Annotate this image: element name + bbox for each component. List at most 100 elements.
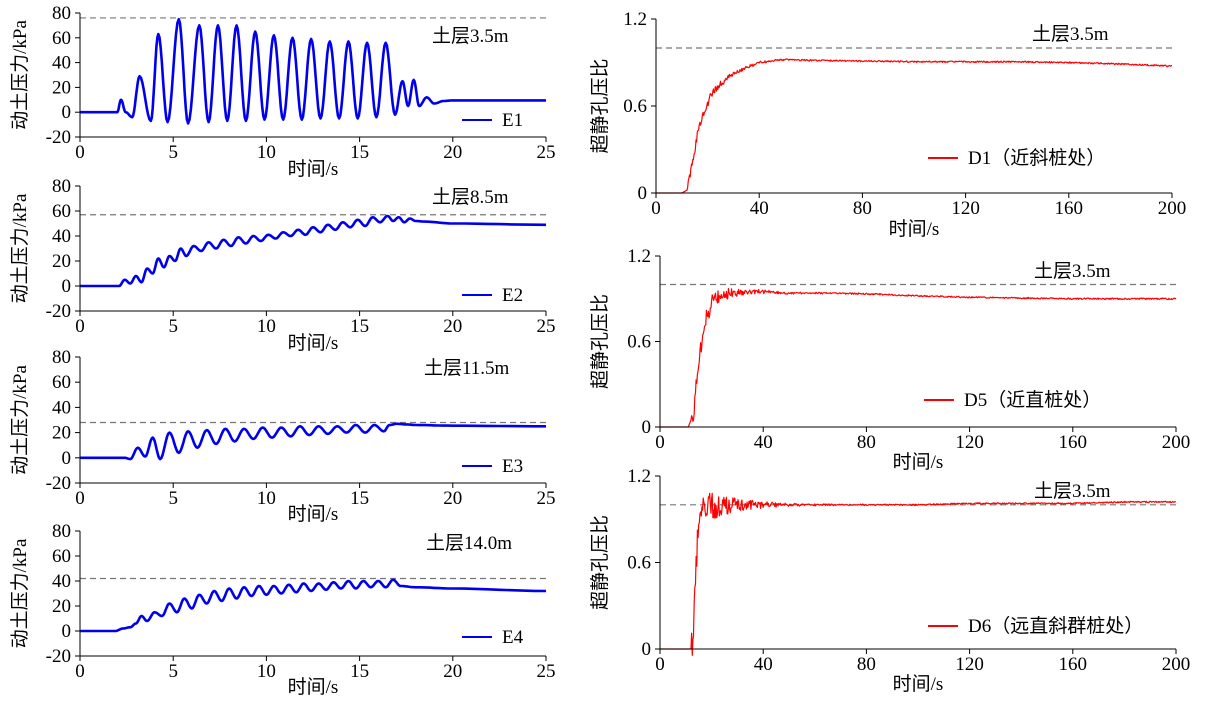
d5-y-tick-label: 0	[642, 417, 652, 438]
d1-layer-annotation: 土层3.5m	[1032, 23, 1109, 45]
e1-x-tick-label: 0	[75, 142, 85, 163]
d6-x-tick-label: 160	[1059, 654, 1088, 675]
e2-x-tick-label: 25	[537, 316, 556, 337]
e4-y-tick-label: 0	[62, 621, 72, 642]
d5-y-tick-label: 0.6	[627, 332, 651, 353]
e2-x-tick-label: 15	[350, 316, 369, 337]
d6-series-line	[660, 492, 1177, 656]
e1-x-tick-label: 25	[537, 142, 556, 163]
d1-x-tick-label: 80	[853, 198, 872, 219]
e4-y-tick-label: 40	[52, 571, 71, 592]
d1-y-tick-label: 0	[638, 183, 648, 204]
d1-x-tick-label: 0	[651, 198, 661, 219]
e4-x-tick-label: 5	[168, 661, 178, 682]
e4-y-tick-label: -20	[46, 646, 71, 667]
e4-x-tick-label: 10	[257, 661, 276, 682]
d5-layer-annotation: 土层3.5m	[1034, 260, 1111, 282]
e2-x-tick-label: 5	[168, 316, 178, 337]
e4-y-tick-label: 80	[52, 521, 71, 542]
e1-y-tick-label: 80	[52, 3, 71, 24]
e3-y-tick-label: 20	[52, 423, 71, 444]
e4-y-axis-label: 动土压力/kPa	[9, 538, 31, 648]
e2-x-tick-label: 20	[443, 316, 462, 337]
e2-y-tick-label: 0	[62, 276, 72, 297]
d1-x-tick-label: 200	[1158, 198, 1187, 219]
d6-y-tick-label: 0	[642, 639, 652, 660]
d6-y-tick-label: 0.6	[627, 553, 651, 574]
d5-x-tick-label: 40	[754, 432, 773, 453]
d1-y-tick-label: 1.2	[623, 9, 647, 30]
d5-y-axis-label: 超静孔压比	[589, 294, 611, 389]
d1-legend-label: D1（近斜桩处）	[968, 147, 1105, 169]
e1-x-tick-label: 5	[168, 142, 178, 163]
d1-y-axis-label: 超静孔压比	[589, 58, 611, 153]
e1-y-tick-label: 40	[52, 53, 71, 74]
e1-x-tick-label: 10	[257, 142, 276, 163]
e1-legend-label: E1	[502, 110, 523, 131]
e2-legend-label: E2	[502, 285, 523, 306]
d1-y-tick-label: 0.6	[623, 96, 647, 117]
e3-x-tick-label: 20	[443, 488, 462, 509]
e3-series-line	[80, 422, 546, 461]
e3-x-tick-label: 10	[257, 488, 276, 509]
d1-x-tick-label: 120	[951, 198, 980, 219]
d5-x-tick-label: 200	[1162, 432, 1191, 453]
d1-x-tick-label: 160	[1055, 198, 1084, 219]
d5-x-axis-label: 时间/s	[893, 451, 944, 473]
e2-y-tick-label: -20	[46, 301, 71, 322]
e2-y-tick-label: 20	[52, 251, 71, 272]
d6-x-axis-label: 时间/s	[893, 673, 944, 695]
e4-x-tick-label: 0	[75, 661, 85, 682]
d6-x-tick-label: 40	[754, 654, 773, 675]
e3-layer-annotation: 土层11.5m	[424, 357, 510, 379]
e2-x-tick-label: 10	[257, 316, 276, 337]
d5-x-tick-label: 80	[857, 432, 876, 453]
e2-y-tick-label: 60	[52, 201, 71, 222]
e1-y-tick-label: 20	[52, 77, 71, 98]
e1-y-tick-label: 60	[52, 28, 71, 49]
e2-y-axis-label: 动土压力/kPa	[9, 193, 31, 303]
d5-series-line	[660, 288, 1177, 428]
e1-y-tick-label: 0	[62, 102, 72, 123]
d6-x-tick-label: 0	[655, 654, 665, 675]
e1-y-axis-label: 动土压力/kPa	[9, 20, 31, 130]
e2-x-axis-label: 时间/s	[288, 332, 339, 354]
e2-y-tick-label: 80	[52, 176, 71, 197]
d5-y-tick-label: 1.2	[627, 246, 651, 267]
e1-x-axis-label: 时间/s	[288, 158, 339, 180]
e2-x-tick-label: 0	[75, 316, 85, 337]
e2-series-line	[80, 214, 547, 288]
e4-layer-annotation: 土层14.0m	[426, 532, 512, 554]
d6-y-axis-label: 超静孔压比	[589, 515, 611, 610]
e3-y-tick-label: -20	[46, 473, 71, 494]
e4-series-line	[80, 578, 547, 633]
e4-x-tick-label: 25	[537, 661, 556, 682]
e3-x-tick-label: 0	[75, 488, 85, 509]
e3-x-tick-label: 5	[168, 488, 178, 509]
e1-layer-annotation: 土层3.5m	[432, 25, 509, 47]
d1-series-line	[656, 58, 1173, 194]
e4-y-tick-label: 60	[52, 546, 71, 567]
e3-x-axis-label: 时间/s	[288, 503, 339, 525]
d6-y-tick-label: 1.2	[627, 466, 651, 487]
e4-x-tick-label: 15	[350, 661, 369, 682]
d5-legend-label: D5（近直桩处）	[964, 389, 1101, 411]
e4-x-tick-label: 20	[443, 661, 462, 682]
e1-x-tick-label: 15	[350, 142, 369, 163]
e3-y-tick-label: 40	[52, 397, 71, 418]
e1-series-line	[80, 17, 546, 125]
d6-x-tick-label: 120	[955, 654, 984, 675]
e2-layer-annotation: 土层8.5m	[432, 186, 509, 208]
e4-x-axis-label: 时间/s	[288, 676, 339, 698]
d5-x-tick-label: 160	[1059, 432, 1088, 453]
e3-legend-label: E3	[502, 456, 523, 477]
e4-legend-label: E4	[502, 627, 524, 648]
d6-layer-annotation: 土层3.5m	[1034, 480, 1111, 502]
d5-x-tick-label: 0	[655, 432, 665, 453]
d6-x-tick-label: 80	[857, 654, 876, 675]
e2-y-tick-label: 40	[52, 226, 71, 247]
d1-x-axis-label: 时间/s	[889, 218, 940, 240]
e3-x-tick-label: 15	[350, 488, 369, 509]
d1-x-tick-label: 40	[750, 198, 769, 219]
